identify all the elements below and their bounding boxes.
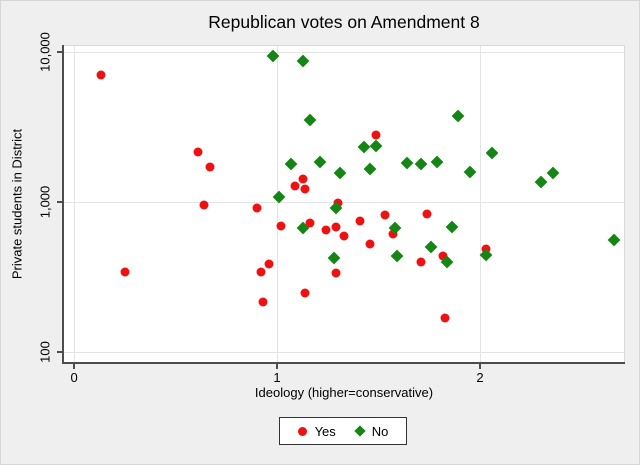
x-gridline <box>479 46 481 362</box>
y-tick <box>57 51 62 54</box>
data-point-no <box>327 251 341 265</box>
data-point-yes <box>264 259 274 269</box>
data-point-yes <box>388 229 398 239</box>
data-point-yes <box>199 200 209 210</box>
data-point-yes <box>365 239 375 249</box>
data-point-no <box>451 109 464 123</box>
yes-circle-icon <box>297 426 307 436</box>
data-point-no <box>313 155 327 169</box>
data-point-no <box>607 233 621 247</box>
y-tick <box>57 201 62 204</box>
data-point-yes <box>438 251 448 261</box>
data-point-yes <box>440 313 450 323</box>
data-point-no <box>485 146 499 160</box>
plot-border-right <box>624 45 625 363</box>
data-point-no <box>463 165 477 179</box>
data-point-yes <box>276 221 286 231</box>
y-tick-label: 10,000 <box>37 32 53 73</box>
x-tick-label: 1 <box>273 370 281 385</box>
plot-area <box>64 46 624 362</box>
x-tick <box>73 364 76 369</box>
legend-label-yes: Yes <box>314 423 336 439</box>
data-point-no <box>284 157 298 171</box>
x-tick <box>478 364 481 369</box>
y-gridline <box>64 52 624 54</box>
data-point-yes <box>422 209 432 219</box>
legend-item-yes: Yes <box>297 423 336 439</box>
x-axis-spine <box>62 362 625 364</box>
data-point-no <box>297 54 310 67</box>
data-point-no <box>364 162 377 176</box>
plot-border-top <box>64 45 625 46</box>
data-point-yes <box>300 288 310 298</box>
x-gridline <box>74 46 76 362</box>
data-point-yes <box>481 244 491 254</box>
legend-label-no: No <box>371 423 389 439</box>
data-point-no <box>534 175 548 189</box>
data-point-yes <box>258 297 268 307</box>
legend-item-no: No <box>354 423 389 439</box>
y-axis-spine <box>62 45 64 364</box>
data-point-no <box>303 113 316 127</box>
data-point-yes <box>321 225 331 235</box>
data-point-yes <box>355 216 365 226</box>
data-point-no <box>424 240 438 254</box>
data-point-yes <box>331 222 341 232</box>
x-axis-title: Ideology (higher=conservative) <box>254 385 434 400</box>
data-point-no <box>333 166 347 180</box>
data-point-yes <box>290 181 300 191</box>
data-point-no <box>414 157 428 171</box>
y-gridline <box>64 352 624 354</box>
data-point-yes <box>300 184 310 194</box>
data-point-no <box>430 155 444 169</box>
x-tick-label: 2 <box>476 370 484 385</box>
data-point-yes <box>416 257 426 267</box>
data-point-no <box>357 140 371 154</box>
data-point-yes <box>298 174 308 184</box>
data-point-yes <box>371 130 381 140</box>
data-point-yes <box>256 267 266 277</box>
data-point-yes <box>380 210 390 220</box>
y-axis-title: Private students in District <box>9 128 25 280</box>
legend: Yes No <box>279 417 407 445</box>
data-point-yes <box>339 231 349 241</box>
y-tick-label: 100 <box>37 341 53 364</box>
data-point-yes <box>252 203 262 213</box>
data-point-no <box>546 166 560 180</box>
data-point-yes <box>205 162 215 172</box>
data-point-no <box>390 249 404 263</box>
y-gridline <box>64 202 624 204</box>
y-tick <box>57 351 62 354</box>
x-tick-label: 0 <box>70 370 78 385</box>
data-point-yes <box>331 268 341 278</box>
data-point-yes <box>305 218 314 228</box>
data-point-yes <box>193 147 203 157</box>
y-tick-label: 1,000 <box>37 185 53 219</box>
data-point-yes <box>120 267 130 277</box>
data-point-no <box>445 220 458 234</box>
data-point-yes <box>96 70 106 80</box>
x-gridline <box>277 46 279 362</box>
data-point-no <box>400 156 414 170</box>
chart-title: Republican votes on Amendment 8 <box>208 12 480 32</box>
no-diamond-icon <box>354 425 366 437</box>
x-tick <box>276 364 279 369</box>
data-point-no <box>370 139 383 153</box>
